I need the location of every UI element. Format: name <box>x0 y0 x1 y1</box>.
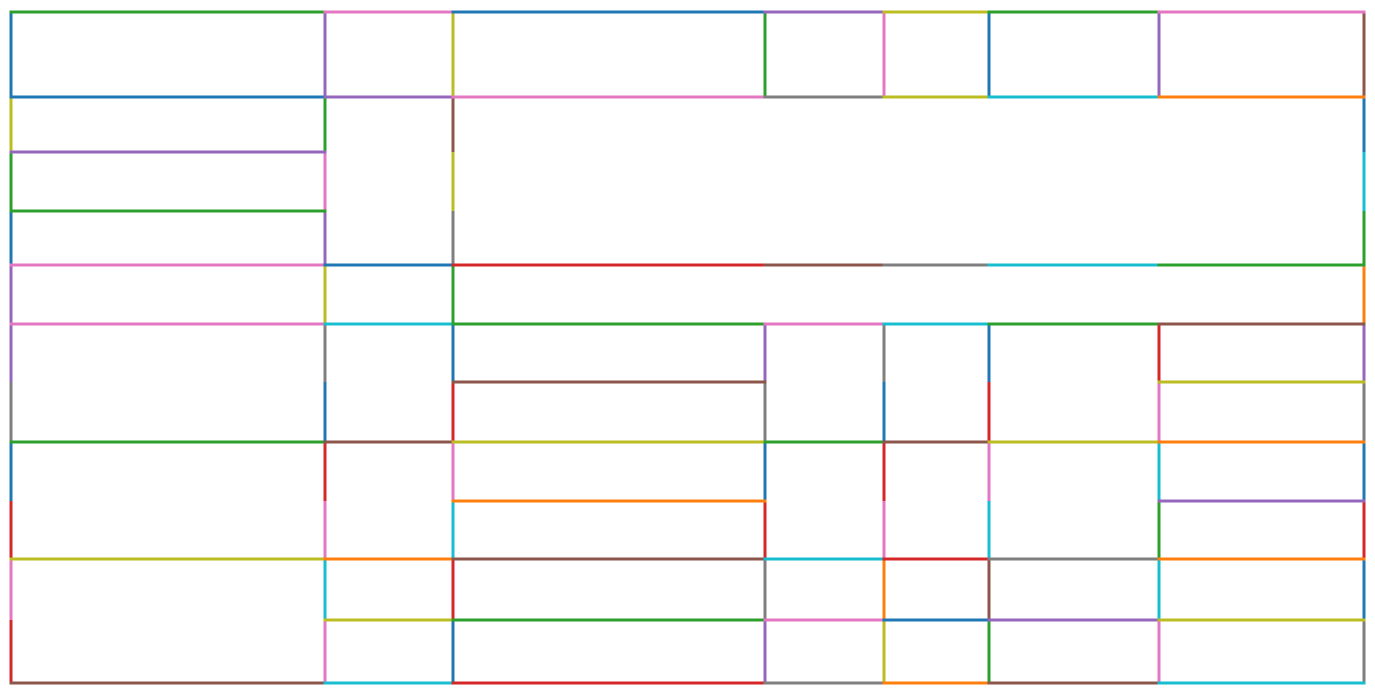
figure-canvas <box>9 10 1366 685</box>
segment-grid-art <box>9 10 1366 685</box>
